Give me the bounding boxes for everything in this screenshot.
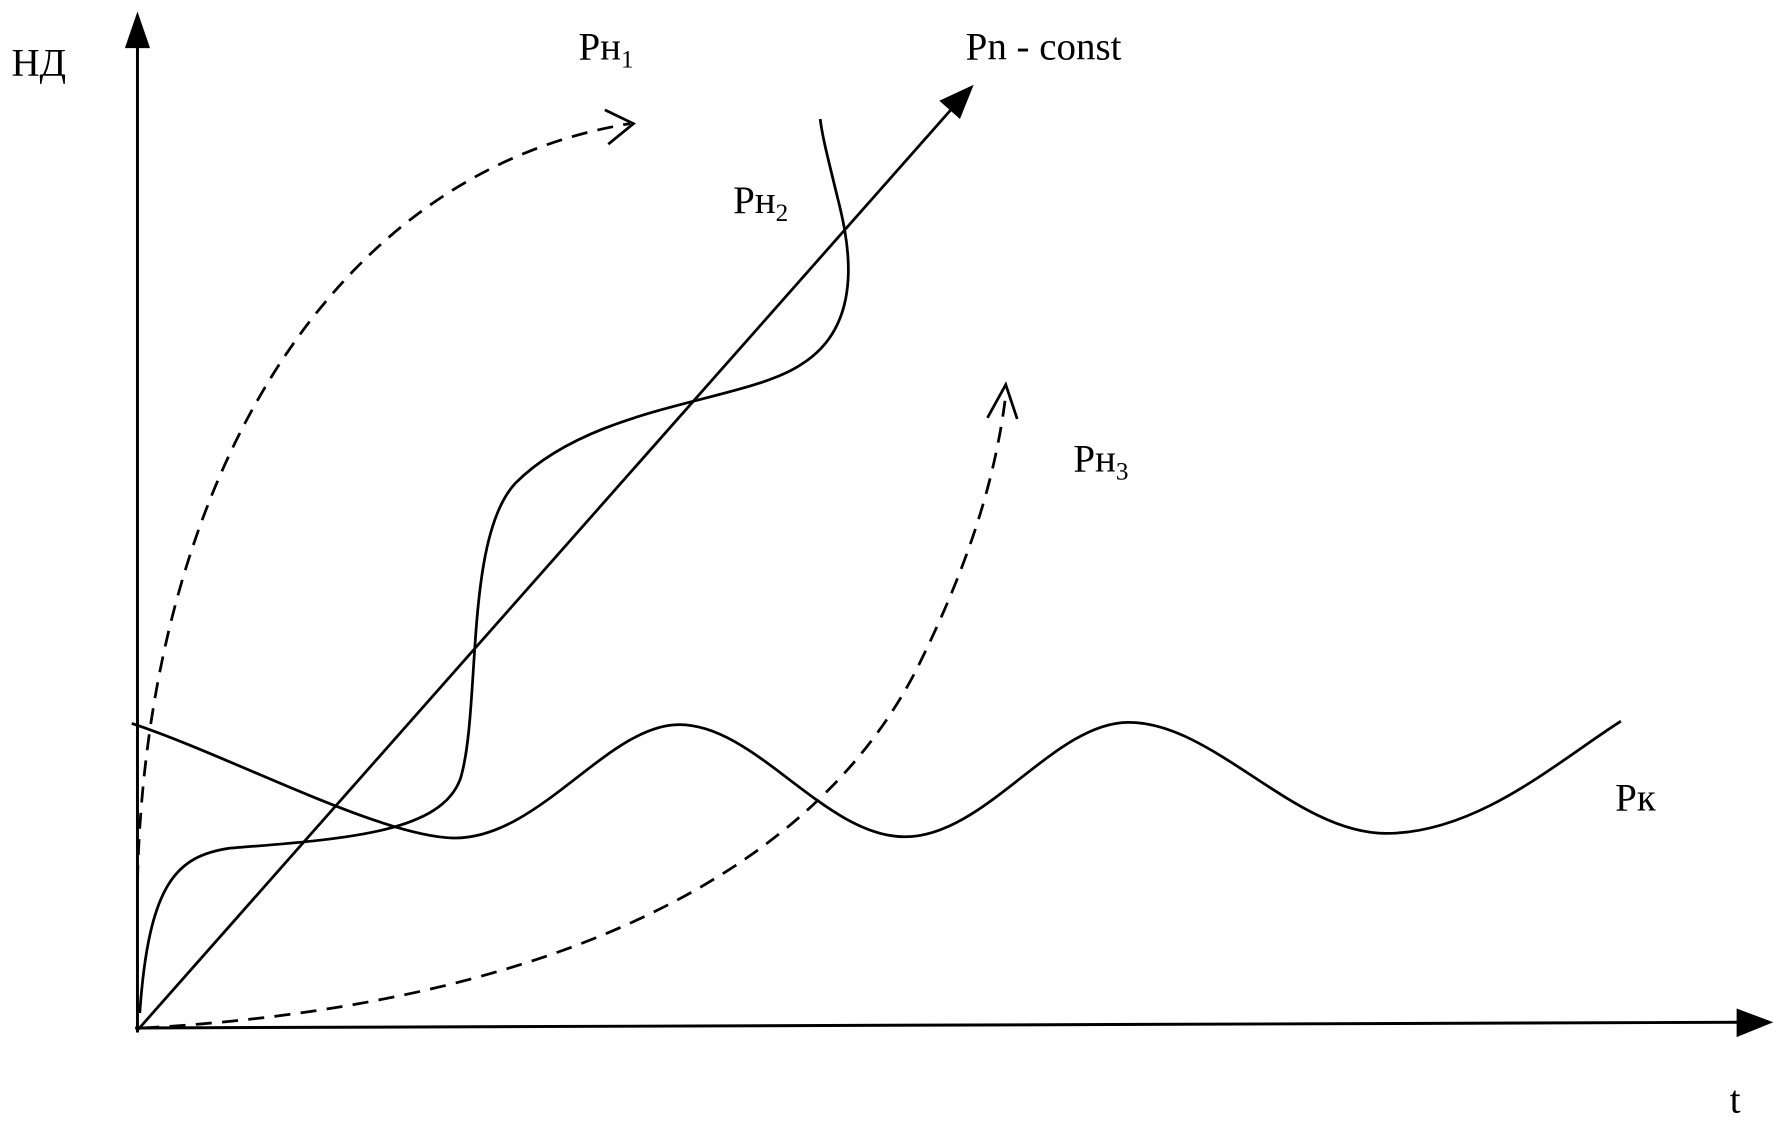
curve-label-text: Рн	[1073, 438, 1115, 481]
x-axis-arrow	[1736, 1008, 1774, 1038]
curve-rn3-arrow	[986, 381, 1019, 420]
curve-label-subscript: 2	[776, 200, 789, 227]
curve-label-subscript: 3	[1116, 459, 1129, 486]
curve-rn1-arrow	[604, 108, 637, 146]
curve-rn1	[136, 122, 631, 882]
curve-label: Рк	[1615, 776, 1656, 819]
curve-label-text: Рн	[733, 179, 775, 222]
x-axis-label: t	[1730, 1079, 1741, 1122]
curve-rk	[131, 720, 1622, 840]
x-axis	[135, 1020, 1742, 1030]
curve-label: Pn - const	[966, 26, 1122, 69]
curve-label: Рн1	[578, 26, 633, 74]
curve-label-text: Рн	[578, 26, 620, 69]
curve-rn2	[138, 118, 850, 1014]
curve-rn3	[143, 394, 1008, 1030]
curve-label: Рн3	[1073, 438, 1128, 486]
curve-label-subscript: 1	[621, 47, 634, 74]
curve-label: Рн2	[733, 179, 788, 227]
y-axis-label: НД	[11, 42, 66, 85]
const-arrow	[939, 84, 974, 120]
y-axis-arrow	[124, 11, 151, 49]
const-line	[136, 108, 952, 1032]
